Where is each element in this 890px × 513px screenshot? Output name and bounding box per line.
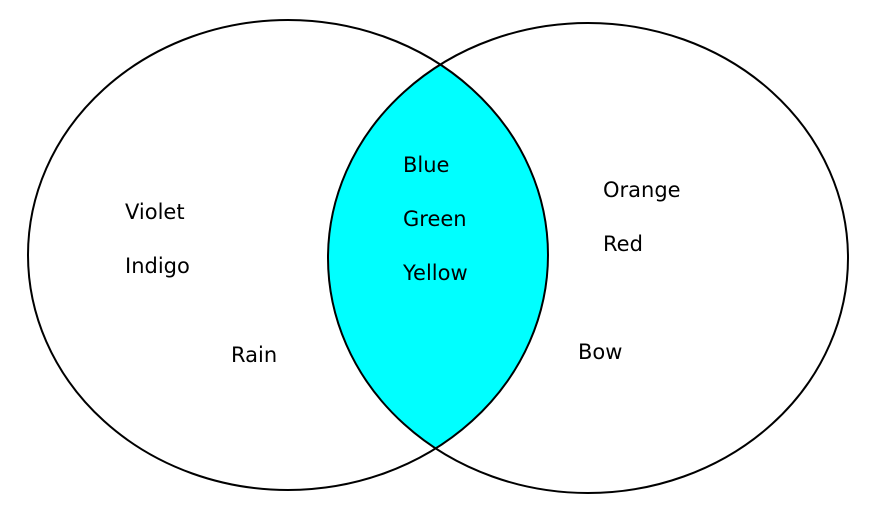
right-label-red: Red (603, 232, 643, 256)
right-circle (327, 22, 849, 494)
left-label-violet: Violet (125, 200, 185, 224)
left-circle (27, 19, 549, 491)
intersection-label-green: Green (403, 207, 467, 231)
right-label-bow: Bow (578, 340, 622, 364)
left-label-rain: Rain (231, 343, 277, 367)
intersection-label-yellow: Yellow (402, 261, 468, 285)
intersection-label-blue: Blue (403, 153, 449, 177)
left-label-indigo: Indigo (125, 254, 190, 278)
right-label-orange: Orange (603, 178, 681, 202)
intersection-region (328, 23, 548, 490)
